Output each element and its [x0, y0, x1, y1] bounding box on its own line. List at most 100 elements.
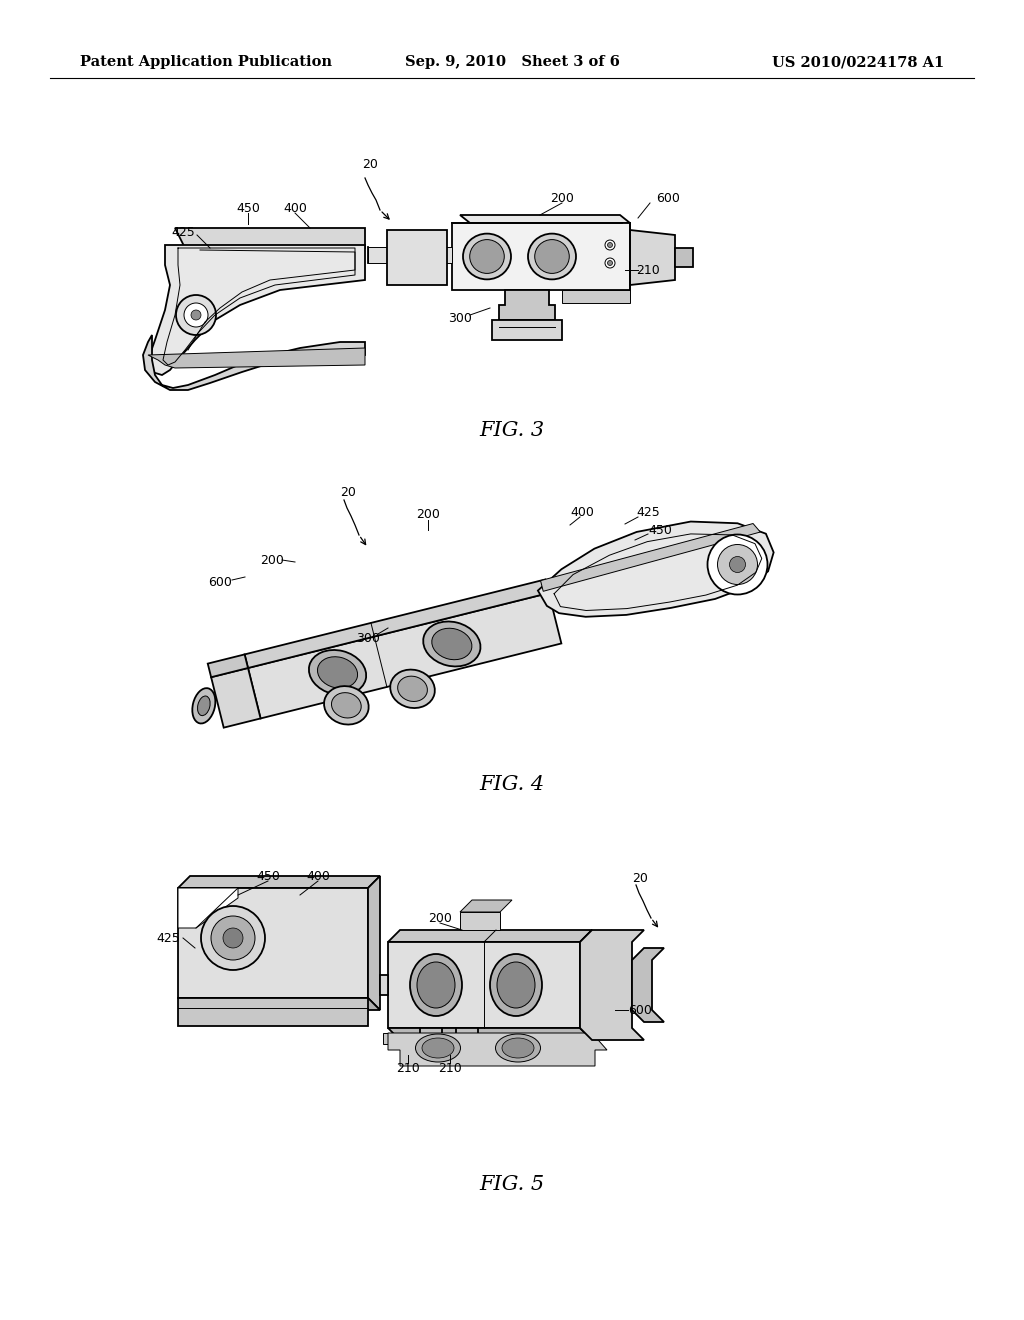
Circle shape	[607, 260, 612, 265]
Text: 300: 300	[356, 631, 380, 644]
Text: 600: 600	[208, 576, 232, 589]
Text: 450: 450	[256, 870, 280, 883]
Text: 20: 20	[362, 158, 378, 172]
Text: 400: 400	[570, 506, 594, 519]
Polygon shape	[178, 888, 368, 998]
Ellipse shape	[422, 1038, 454, 1059]
Polygon shape	[211, 668, 260, 727]
Text: 300: 300	[449, 312, 472, 325]
Circle shape	[718, 545, 758, 585]
Text: 450: 450	[648, 524, 672, 536]
Polygon shape	[538, 521, 774, 616]
Circle shape	[607, 243, 612, 248]
Ellipse shape	[317, 657, 357, 688]
Polygon shape	[388, 1034, 607, 1067]
Text: 450: 450	[237, 202, 260, 214]
Circle shape	[708, 535, 768, 594]
Circle shape	[201, 906, 265, 970]
Polygon shape	[388, 931, 592, 942]
Ellipse shape	[497, 962, 535, 1008]
Text: Patent Application Publication: Patent Application Publication	[80, 55, 332, 69]
Ellipse shape	[198, 696, 210, 715]
Ellipse shape	[470, 240, 504, 273]
Polygon shape	[387, 230, 447, 285]
Ellipse shape	[432, 628, 472, 660]
Circle shape	[605, 257, 615, 268]
Text: 200: 200	[428, 912, 452, 924]
Polygon shape	[380, 975, 388, 995]
Text: 200: 200	[550, 191, 573, 205]
Text: 210: 210	[438, 1061, 462, 1074]
Circle shape	[211, 916, 255, 960]
Text: FIG. 4: FIG. 4	[479, 776, 545, 795]
Polygon shape	[562, 290, 630, 304]
Circle shape	[184, 304, 208, 327]
Circle shape	[176, 294, 216, 335]
Polygon shape	[368, 247, 452, 263]
Text: 600: 600	[656, 191, 680, 205]
Text: US 2010/0224178 A1: US 2010/0224178 A1	[772, 55, 944, 69]
Ellipse shape	[502, 1038, 534, 1059]
Text: Sep. 9, 2010   Sheet 3 of 6: Sep. 9, 2010 Sheet 3 of 6	[404, 55, 620, 69]
Circle shape	[462, 1035, 472, 1045]
Polygon shape	[368, 876, 380, 1010]
Ellipse shape	[423, 622, 480, 667]
Text: 210: 210	[396, 1061, 420, 1074]
Text: 425: 425	[636, 506, 659, 519]
Polygon shape	[499, 290, 555, 319]
Text: FIG. 5: FIG. 5	[479, 1176, 545, 1195]
Polygon shape	[178, 998, 368, 1026]
Polygon shape	[148, 348, 365, 368]
Ellipse shape	[390, 669, 435, 708]
Polygon shape	[383, 1034, 585, 1044]
Ellipse shape	[324, 686, 369, 725]
Text: 425: 425	[171, 226, 195, 239]
Polygon shape	[148, 246, 365, 375]
Text: 20: 20	[632, 871, 648, 884]
Polygon shape	[541, 524, 761, 591]
Ellipse shape	[410, 954, 462, 1016]
Polygon shape	[178, 998, 380, 1010]
Polygon shape	[143, 335, 365, 389]
Ellipse shape	[193, 688, 215, 723]
Circle shape	[605, 240, 615, 249]
Circle shape	[191, 310, 201, 319]
Polygon shape	[630, 230, 675, 285]
Text: 200: 200	[416, 508, 440, 521]
Polygon shape	[178, 876, 380, 888]
Ellipse shape	[309, 649, 367, 694]
Ellipse shape	[417, 962, 455, 1008]
Polygon shape	[420, 1028, 442, 1049]
Polygon shape	[580, 931, 644, 1040]
Polygon shape	[675, 248, 693, 267]
Circle shape	[223, 928, 243, 948]
Ellipse shape	[528, 234, 575, 280]
Polygon shape	[248, 593, 561, 718]
Polygon shape	[245, 579, 549, 668]
Ellipse shape	[496, 1034, 541, 1063]
Text: 210: 210	[636, 264, 659, 276]
Polygon shape	[388, 942, 580, 1028]
Polygon shape	[492, 319, 562, 341]
Polygon shape	[456, 1028, 478, 1049]
Ellipse shape	[535, 240, 569, 273]
Polygon shape	[460, 900, 512, 912]
Polygon shape	[388, 1028, 592, 1040]
Ellipse shape	[463, 234, 511, 280]
Text: 400: 400	[306, 870, 330, 883]
Polygon shape	[580, 931, 592, 1040]
Text: FIG. 3: FIG. 3	[479, 421, 545, 440]
Text: 20: 20	[340, 486, 356, 499]
Polygon shape	[178, 888, 238, 928]
Ellipse shape	[332, 693, 361, 718]
Polygon shape	[175, 228, 365, 248]
Circle shape	[729, 557, 745, 573]
Polygon shape	[452, 223, 630, 290]
Text: 425: 425	[157, 932, 180, 945]
Circle shape	[426, 1035, 436, 1045]
Text: 200: 200	[260, 553, 284, 566]
Ellipse shape	[416, 1034, 461, 1063]
Text: 600: 600	[628, 1003, 652, 1016]
Polygon shape	[460, 912, 500, 931]
Polygon shape	[208, 655, 248, 677]
